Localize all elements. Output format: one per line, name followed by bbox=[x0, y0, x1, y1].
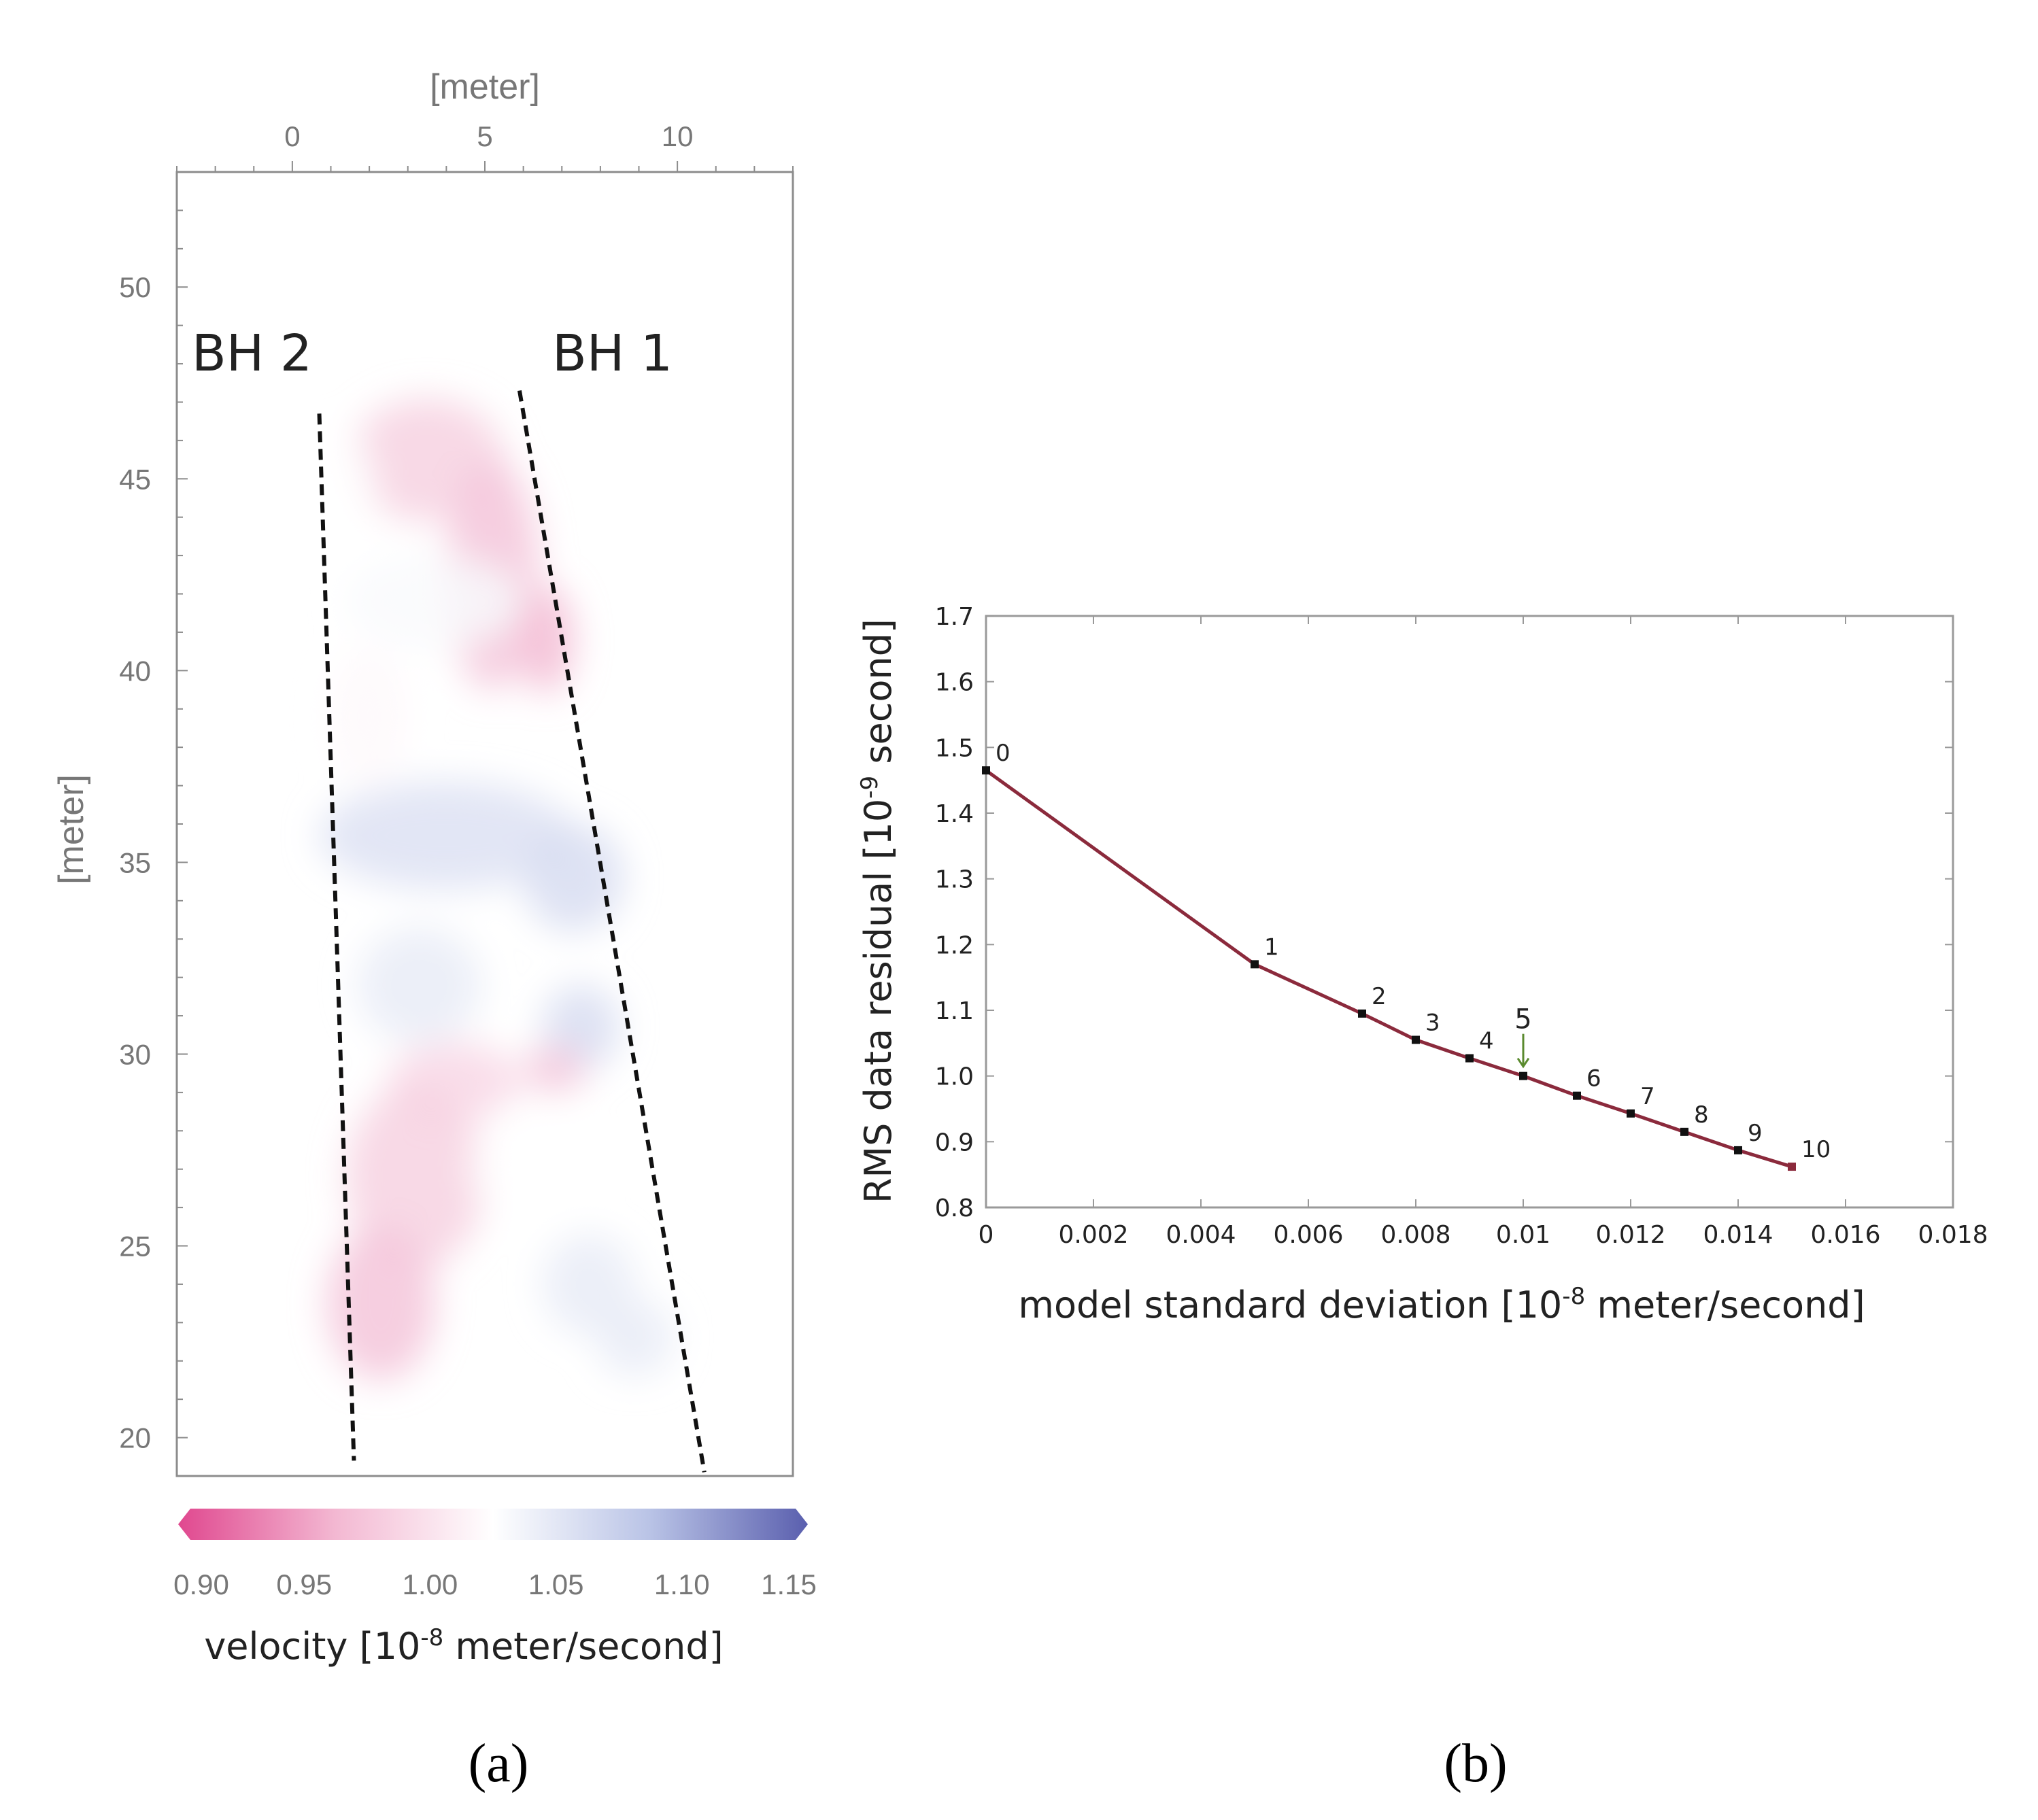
velocity-patch bbox=[307, 432, 377, 556]
colorbar-label: velocity [10-8 meter/second] bbox=[204, 1624, 723, 1668]
colorbar-tick-label: 1.00 bbox=[403, 1568, 458, 1600]
annotation-bh1: BH 1 bbox=[552, 324, 673, 383]
panel-a-velocity-tomogram: 0 5 10 20 25 30 35 40 45 50 [meter] [meter] BH 2… bbox=[52, 67, 817, 1793]
point-label: 7 bbox=[1640, 1083, 1655, 1110]
x-tick-label: 0 bbox=[284, 120, 300, 152]
panel-a-x-axis-label: [meter] bbox=[430, 67, 540, 107]
point-label: 6 bbox=[1586, 1065, 1601, 1093]
x-tick-label: 0.012 bbox=[1595, 1221, 1665, 1249]
highlight-arrowhead bbox=[1516, 1057, 1530, 1069]
velocity-patch bbox=[469, 1123, 593, 1216]
y-tick-label: 20 bbox=[119, 1422, 151, 1454]
colorbar-ticks: 0.90 0.95 1.00 1.05 1.10 1.15 bbox=[173, 1568, 817, 1600]
colorbar-bar bbox=[178, 1509, 808, 1540]
y-tick-label: 45 bbox=[119, 463, 151, 495]
panel-b-y-ticks: 0.8 0.9 1.0 1.1 1.2 1.3 1.4 1.5 1.6 1.7 bbox=[935, 603, 1953, 1222]
y-tick-label: 0.9 bbox=[935, 1129, 974, 1156]
series-line-residual bbox=[985, 769, 1793, 1169]
colorbar-tick-label: 0.90 bbox=[173, 1568, 229, 1600]
x-tick-label: 5 bbox=[477, 120, 492, 152]
point-label: 4 bbox=[1479, 1028, 1494, 1055]
boreholes bbox=[317, 390, 707, 1473]
velocity-field bbox=[307, 398, 674, 1380]
y-tick-label: 1.0 bbox=[935, 1063, 974, 1091]
panel-b-plot-frame bbox=[985, 615, 1954, 1209]
borehole-line bbox=[317, 413, 356, 1461]
y-tick-label: 1.6 bbox=[935, 669, 974, 697]
data-point bbox=[1412, 1035, 1420, 1044]
velocity-patch bbox=[519, 586, 574, 694]
annotation-bh2: BH 2 bbox=[192, 324, 312, 383]
velocity-patch bbox=[319, 781, 574, 889]
x-tick-label: 0.004 bbox=[1166, 1221, 1236, 1249]
panel-b-caption: (b) bbox=[1444, 1734, 1507, 1793]
velocity-patch bbox=[596, 1299, 674, 1377]
y-tick-label: 1.5 bbox=[935, 734, 974, 762]
point-label: 0 bbox=[996, 740, 1010, 767]
y-tick-label: 0.8 bbox=[935, 1195, 974, 1222]
x-tick-label: 0.018 bbox=[1918, 1221, 1988, 1249]
highlight-label: 5 bbox=[1514, 1004, 1531, 1035]
borehole-line bbox=[517, 390, 707, 1473]
colorbar-tick-label: 1.05 bbox=[528, 1568, 584, 1600]
data-point bbox=[1680, 1127, 1688, 1136]
x-tick-label: 0.01 bbox=[1496, 1221, 1550, 1249]
data-point bbox=[1734, 1146, 1742, 1154]
panel-a-x-ticks: 0 5 10 bbox=[176, 120, 794, 172]
panel-b-x-axis-label: model standard deviation [10-8 meter/sec… bbox=[1018, 1283, 1865, 1326]
velocity-patch bbox=[326, 1226, 435, 1380]
series-points: 0 1 2 3 45 6 7 8 9 10 bbox=[982, 740, 1831, 1171]
colorbar-tick-label: 1.10 bbox=[654, 1568, 710, 1600]
x-tick-label: 10 bbox=[662, 120, 694, 152]
x-tick-label: 0.014 bbox=[1703, 1221, 1773, 1249]
colorbar: 0.90 0.95 1.00 1.05 1.10 1.15 velocity [10-8 … bbox=[173, 1509, 817, 1668]
velocity-patch bbox=[346, 555, 524, 648]
panel-a-y-axis-label: [meter] bbox=[52, 774, 91, 885]
y-tick-label: 30 bbox=[119, 1038, 151, 1070]
y-tick-label: 1.3 bbox=[935, 866, 974, 894]
data-point bbox=[1573, 1091, 1581, 1100]
y-tick-label: 35 bbox=[119, 846, 151, 878]
panel-b-residual-curve: 0 0.002 0.004 0.006 0.008 0.01 0.012 0.014 0.016… bbox=[856, 603, 1988, 1793]
velocity-patch bbox=[346, 1084, 485, 1269]
x-tick-label: 0.002 bbox=[1058, 1221, 1128, 1249]
panel-b-y-axis-label: RMS data residual [10-9 second] bbox=[856, 619, 900, 1203]
panel-b-x-ticks: 0 0.002 0.004 0.006 0.008 0.01 0.012 0.014 0.016… bbox=[979, 616, 1988, 1249]
data-point bbox=[1251, 960, 1259, 969]
point-label: 9 bbox=[1748, 1120, 1763, 1147]
velocity-patch bbox=[330, 647, 408, 786]
colorbar-tick-label: 0.95 bbox=[276, 1568, 332, 1600]
y-tick-label: 40 bbox=[119, 655, 151, 687]
point-label: 1 bbox=[1264, 933, 1279, 961]
colorbar-tick-label: 1.15 bbox=[761, 1568, 817, 1600]
point-label: 2 bbox=[1372, 983, 1387, 1010]
data-point bbox=[1358, 1009, 1366, 1018]
point-label: 10 bbox=[1801, 1136, 1831, 1163]
y-tick-label: 50 bbox=[119, 271, 151, 303]
y-tick-label: 25 bbox=[119, 1231, 151, 1263]
x-tick-label: 0 bbox=[979, 1221, 994, 1249]
point-label: 8 bbox=[1694, 1101, 1709, 1129]
y-tick-label: 1.1 bbox=[935, 997, 974, 1025]
data-point bbox=[1465, 1054, 1474, 1063]
point-label: 3 bbox=[1425, 1010, 1440, 1037]
y-tick-label: 1.4 bbox=[935, 800, 974, 828]
velocity-patch bbox=[358, 927, 481, 1043]
data-point bbox=[1788, 1163, 1796, 1171]
data-point bbox=[1519, 1071, 1527, 1080]
velocity-patch bbox=[523, 1046, 585, 1093]
panel-a-caption: (a) bbox=[469, 1734, 529, 1793]
x-tick-label: 0.008 bbox=[1380, 1221, 1450, 1249]
x-tick-label: 0.016 bbox=[1810, 1221, 1880, 1249]
y-tick-label: 1.7 bbox=[935, 603, 974, 631]
data-point bbox=[1627, 1109, 1635, 1118]
panel-a-y-ticks: 20 25 30 35 40 45 50 bbox=[119, 171, 188, 1477]
x-tick-label: 0.006 bbox=[1273, 1221, 1343, 1249]
data-point bbox=[982, 766, 990, 775]
y-tick-label: 1.2 bbox=[935, 931, 974, 959]
